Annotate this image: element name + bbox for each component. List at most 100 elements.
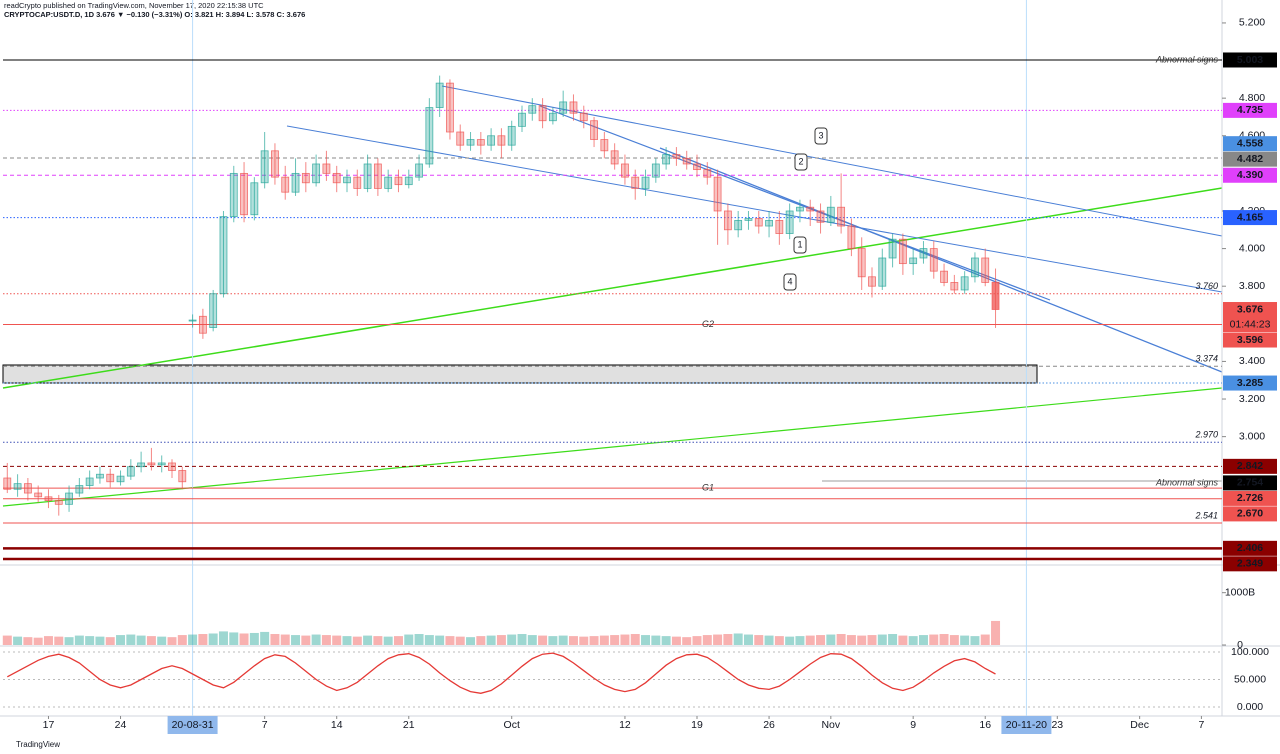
candle-body [929, 248, 938, 272]
volume-bar [301, 635, 311, 645]
candle-body [662, 154, 671, 165]
level-note: Abnormal signs [1155, 477, 1219, 487]
candle-body [13, 483, 22, 490]
trendline [2, 387, 1223, 507]
candle-body [291, 172, 300, 193]
candle-body [240, 172, 248, 216]
header-symbol: CRYPTOCAP:USDT.D, 1D 3.676 ▼ −0.130 (−3.… [4, 10, 305, 19]
candle-body [538, 105, 547, 122]
candle-body [960, 276, 969, 291]
level-text: 3.760 [1195, 281, 1218, 291]
osc-tick-label: 100.000 [1231, 646, 1269, 658]
candle-body [260, 150, 269, 184]
candle-body [919, 248, 928, 259]
price-badge-label: 2.842 [1237, 460, 1263, 472]
candle-body [785, 210, 794, 234]
candle-body [147, 462, 156, 466]
candle-body [188, 319, 197, 322]
volume-bar [476, 636, 486, 645]
callout-box [814, 127, 828, 145]
candle-body [796, 206, 804, 212]
price-badge-label: 3.676 [1237, 303, 1263, 315]
layout [0, 0, 1280, 717]
candle-body [621, 163, 629, 178]
volume-bar [702, 635, 712, 645]
candle-body [126, 466, 135, 477]
volume-bar [579, 636, 589, 645]
callout-label: 1 [797, 239, 802, 249]
callout-box [793, 236, 807, 254]
volume-bar [105, 637, 115, 645]
volume-bar [85, 636, 95, 645]
candle-body [75, 485, 84, 494]
volume-bar [589, 636, 599, 645]
volume-bar [641, 635, 651, 645]
volume-bar [239, 633, 249, 645]
volume-bar [229, 632, 239, 645]
volume-bar [785, 636, 795, 645]
volume-bar [424, 635, 434, 645]
volume-bar [321, 635, 331, 645]
zone-box [2, 364, 1038, 384]
candle-body [312, 163, 321, 184]
trendline [2, 187, 1223, 389]
volume-bar [651, 635, 661, 645]
volume-bar [754, 635, 764, 645]
candle-body [569, 101, 578, 114]
candle-body [878, 257, 887, 287]
volume-bar [857, 635, 867, 645]
candle-body [816, 210, 825, 223]
candle-body [548, 112, 557, 122]
candle-body [703, 169, 712, 178]
volume-bar [548, 636, 558, 645]
volume-bar [404, 634, 414, 645]
x-tick-label: Dec [1130, 719, 1149, 731]
volume-bar [846, 635, 856, 645]
candle-body [723, 210, 732, 231]
candle-body [384, 176, 393, 189]
volume-bar [929, 634, 939, 645]
candle-body [991, 281, 1000, 310]
volume-bar [363, 635, 373, 645]
osc-tick-label: 50.000 [1234, 673, 1266, 685]
volume-bar [342, 636, 352, 645]
volume-bar [939, 634, 949, 645]
candle-body [466, 139, 475, 146]
oscillator-line [6, 652, 996, 694]
candle-body [682, 157, 691, 165]
price-badge [1223, 458, 1277, 474]
price-badge-label: 4.482 [1237, 153, 1263, 165]
x-tick-label: Nov [821, 719, 840, 731]
candle-body [476, 139, 485, 146]
candle-body [271, 150, 279, 178]
candle-body [178, 470, 187, 483]
volume-bar [198, 634, 208, 645]
candle-body [332, 172, 341, 184]
level-note: Abnormal signs [1155, 54, 1219, 64]
volume-bar [54, 636, 64, 645]
candle-body [950, 282, 959, 291]
candle-body [579, 112, 588, 122]
level-note: G1 [702, 483, 714, 493]
volume-bar [991, 620, 1001, 645]
candle-body [209, 293, 218, 328]
candle-body [857, 248, 866, 278]
candle-body [754, 218, 763, 227]
volume-bar [2, 635, 12, 645]
volume-bar [208, 633, 218, 645]
candle-body [198, 315, 207, 334]
price-badge [1223, 375, 1277, 391]
trendline [659, 147, 1223, 373]
price-badge-label: 4.390 [1237, 169, 1263, 181]
volume-bar [877, 634, 887, 645]
x-tick-label: 16 [979, 719, 991, 731]
price-badge-label: 4.558 [1237, 137, 1263, 149]
candle-body [137, 462, 146, 468]
callout-box [794, 153, 808, 171]
osc-tick-label: 0.000 [1237, 701, 1263, 713]
volume-bar [918, 635, 928, 645]
volume-bar [538, 635, 548, 645]
volume-bar [445, 636, 455, 645]
price-badge [1223, 332, 1277, 348]
